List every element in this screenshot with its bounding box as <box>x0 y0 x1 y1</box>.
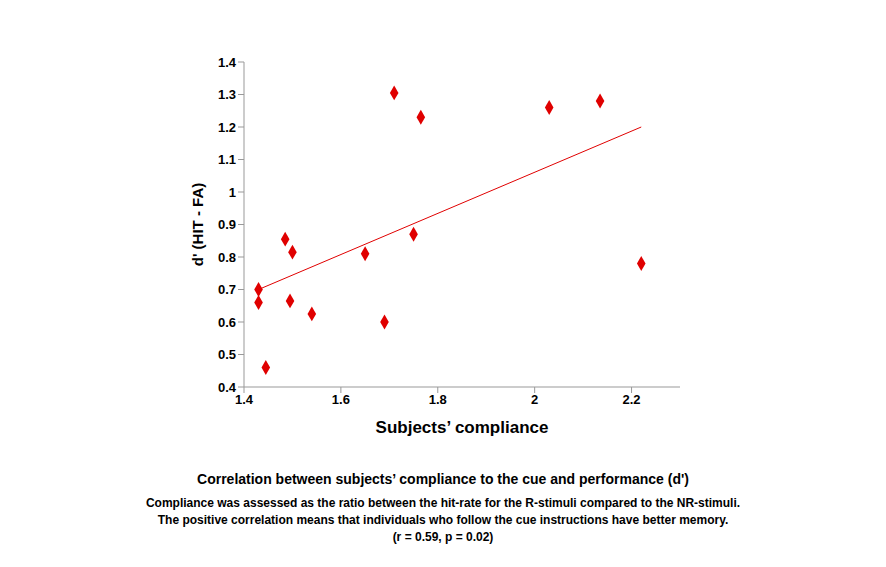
svg-text:2.2: 2.2 <box>623 392 641 407</box>
svg-text:1.4: 1.4 <box>218 55 237 70</box>
svg-text:0.9: 0.9 <box>218 217 236 232</box>
svg-text:1: 1 <box>229 185 236 200</box>
svg-text:1.8: 1.8 <box>429 392 447 407</box>
svg-text:0.4: 0.4 <box>218 380 237 395</box>
svg-text:0.7: 0.7 <box>218 282 236 297</box>
svg-text:0.6: 0.6 <box>218 315 236 330</box>
svg-text:1.6: 1.6 <box>332 392 350 407</box>
html-text:The positive correlation means: The positive correlation means that indi… <box>157 513 729 527</box>
svg-text:Subjects’ compliance: Subjects’ compliance <box>376 418 549 437</box>
html-text:Compliance was assessed as the: Compliance was assessed as the ratio bet… <box>145 496 741 510</box>
html-text:Correlation between subjects’: Correlation between subjects’ compliance… <box>197 471 689 487</box>
svg-text:1.3: 1.3 <box>218 87 236 102</box>
svg-text:d' (HIT - FA): d' (HIT - FA) <box>189 183 206 267</box>
svg-text:0.8: 0.8 <box>218 250 236 265</box>
svg-text:2: 2 <box>531 392 538 407</box>
svg-text:1.4: 1.4 <box>235 392 254 407</box>
svg-text:0.5: 0.5 <box>218 347 236 362</box>
html-text:(r = 0.59, p = 0.02): (r = 0.59, p = 0.02) <box>392 530 494 544</box>
svg-text:1.2: 1.2 <box>218 120 236 135</box>
svg-text:1.1: 1.1 <box>218 152 236 167</box>
